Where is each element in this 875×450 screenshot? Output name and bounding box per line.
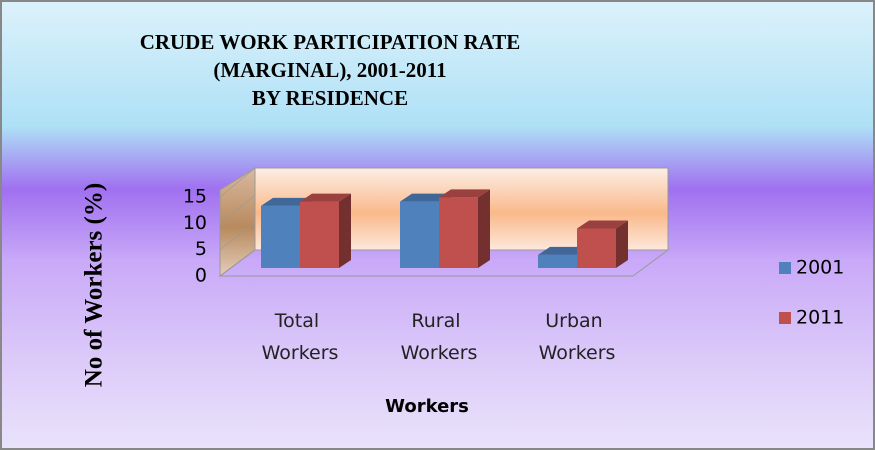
legend-label: 2001 [796, 257, 844, 279]
legend-swatch [779, 312, 791, 324]
bar-front [400, 201, 439, 268]
bar-front [261, 205, 300, 268]
y-tick-label: 0 [195, 265, 207, 287]
legend-swatch [779, 262, 791, 274]
bar-top [538, 246, 589, 255]
grid-line [219, 167, 256, 198]
x-tick-label: Urban Workers [539, 310, 616, 364]
y-tick-label: 10 [183, 212, 207, 234]
x-axis-title: Workers [385, 396, 469, 417]
bar-top [577, 220, 628, 229]
bar-side [339, 193, 351, 268]
bar-front [538, 254, 577, 268]
x-tick-label: Rural Workers [401, 310, 478, 364]
bar-top [439, 189, 490, 198]
bar [261, 197, 312, 268]
bar-side [478, 189, 490, 268]
bar-side [616, 220, 628, 268]
bar [439, 189, 490, 268]
bar-front [577, 228, 616, 268]
y-tick-label: 5 [195, 238, 207, 260]
grid-line [219, 195, 256, 224]
grid-line [219, 249, 256, 277]
bar-top [300, 193, 351, 202]
chart-title-line: (MARGINAL), 2001-2011 [213, 58, 446, 82]
bar [300, 193, 351, 268]
title: CRUDE WORK PARTICIPATION RATE (MARGINAL),… [140, 30, 521, 110]
bar-top [400, 193, 451, 202]
y-tick-label: 15 [183, 186, 207, 208]
bar-front [300, 201, 339, 268]
grid-line [219, 222, 256, 250]
y-axis-title: No of Workers (%) [81, 183, 108, 387]
legend-label: 2011 [796, 307, 844, 329]
chart-title-line: CRUDE WORK PARTICIPATION RATE [140, 30, 521, 54]
chart-title-line: BY RESIDENCE [252, 86, 408, 110]
bar-front [439, 197, 478, 268]
bar-top [261, 197, 312, 206]
bar [577, 220, 628, 268]
x-tick-label: Total Workers [262, 310, 339, 364]
